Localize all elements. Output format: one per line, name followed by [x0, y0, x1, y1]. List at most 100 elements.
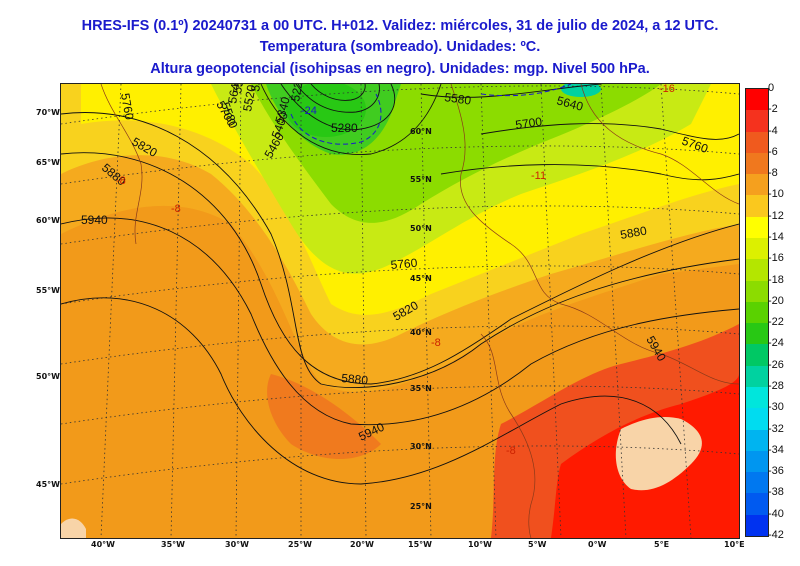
geopotential-contour-label: 5580	[444, 90, 473, 108]
longitude-label: 0°W	[588, 540, 607, 549]
colorbar-label: -28	[768, 380, 784, 392]
geopotential-contour-label: 5520	[240, 84, 258, 113]
geopotential-contour-label: 5280	[331, 121, 358, 135]
temperature-contour-label: -8	[116, 175, 126, 187]
temperature-contour-label: -8	[506, 445, 516, 457]
weather-map: 5580 5640 5580 5700 5760 5820 5880 5940 5880 5760…	[60, 83, 740, 539]
colorbar-label: -12	[768, 209, 784, 222]
geopotential-contour-label: 5520	[248, 84, 266, 93]
geopotential-contour-label: 5760	[390, 256, 418, 272]
latitude-label-inner: 60°N	[410, 127, 432, 136]
colorbar-label: -10	[768, 188, 784, 201]
colorbar-segment	[746, 216, 768, 239]
coastlines	[100, 84, 739, 538]
colorbar-label: -32	[768, 422, 784, 435]
temperature-contour-label: -16	[659, 84, 675, 95]
longitude-label: 10°E	[724, 540, 745, 549]
colorbar-label: -40	[768, 507, 784, 520]
latitude-label-left: 65°W	[36, 158, 60, 167]
temperature-cold-core-inner	[286, 84, 366, 137]
colorbar-label: -30	[768, 401, 784, 414]
colorbar-label: -4	[768, 124, 778, 137]
colorbar-segment	[746, 387, 768, 409]
colorbar-segment	[746, 323, 768, 345]
geopotential-contour-label: 5220	[288, 84, 306, 103]
geopotential-contour-label: 5640	[225, 84, 243, 105]
colorbar-segment	[746, 238, 768, 260]
geopotential-contour-label: 5760	[118, 92, 136, 121]
colorbar-segment	[746, 301, 768, 324]
colorbar-segment	[746, 365, 768, 388]
colorbar-label: -24	[768, 337, 784, 350]
latitude-label-inner: 45°N	[410, 274, 432, 283]
colorbar-segment	[746, 259, 768, 282]
colorbar-segment	[746, 174, 768, 196]
colorbar-label: -6	[768, 145, 778, 158]
colorbar-label: -16	[768, 252, 784, 265]
latitude-label-inner: 40°N	[410, 328, 432, 337]
colorbar-segment	[746, 450, 768, 473]
colorbar-label: -18	[768, 273, 784, 286]
latitude-label-inner: 55°N	[410, 175, 432, 184]
colorbar-label: -38	[768, 486, 784, 499]
latitude-label-left: 50°W	[36, 372, 60, 381]
temperature-contour-label: -8	[431, 337, 441, 349]
latitude-label-left: 60°W	[36, 216, 60, 225]
longitude-label: 5°W	[528, 540, 547, 549]
temperature-warm-patch	[267, 374, 381, 459]
longitude-label: 10°W	[468, 540, 492, 549]
map-canvas	[61, 84, 739, 538]
latitude-label-left: 45°W	[36, 480, 60, 489]
longitude-label: 35°W	[161, 540, 185, 549]
colorbar-label: -22	[768, 316, 784, 329]
colorbar-segment	[746, 493, 768, 516]
colorbar-label: -14	[768, 231, 784, 243]
colorbar-segment	[746, 110, 768, 133]
temperature-contour-label: -11	[531, 170, 546, 182]
geopotential-contour-label: 5640	[555, 93, 585, 114]
geopotential-contour-label: 5760	[680, 134, 710, 156]
colorbar-label: -36	[768, 465, 784, 478]
colorbar-label: -42	[768, 529, 784, 541]
colorbar-segment	[746, 131, 768, 154]
latitude-label-inner: 50°N	[410, 224, 432, 233]
longitude-label: 20°W	[350, 540, 374, 549]
colorbar-segment	[746, 408, 768, 431]
land-pale-patch-small	[61, 518, 86, 538]
geopotential-contour-label: 5580	[230, 84, 248, 95]
map-title: HRES-IFS (0.1º) 20240731 a 00 UTC. H+012…	[81, 18, 719, 34]
latitude-label-left: 55°W	[36, 286, 60, 295]
land-pale-patch	[615, 417, 702, 491]
longitude-label: 5°E	[654, 540, 670, 549]
colorbar-label: -2	[768, 103, 778, 116]
geopotential-contour-label: 5820	[391, 298, 421, 324]
longitude-label: 15°W	[408, 540, 432, 549]
geopotential-contour-label: 5880	[341, 371, 369, 387]
map-subtitle-geopotential: Altura geopotencial (isohipsas en negro)…	[150, 61, 650, 77]
colorbar-segment	[746, 472, 768, 494]
geopotential-contours	[61, 84, 739, 485]
geopotential-contour-label: 5880	[619, 223, 648, 241]
longitude-label: 40°W	[91, 540, 115, 549]
colorbar-segment	[746, 195, 768, 218]
geopotential-contour-label: 5940	[643, 334, 669, 364]
colorbar-segment	[746, 280, 768, 303]
colorbar-segment	[746, 344, 768, 367]
colorbar-label: -20	[768, 294, 784, 307]
geopotential-contour-label: 5820	[130, 134, 160, 160]
geopotential-contour-label: 5340	[272, 95, 293, 125]
colorbar	[745, 88, 769, 537]
map-subtitle-temperature: Temperatura (sombreado). Unidades: ºC.	[259, 39, 541, 55]
temperature-contour-label: -8	[171, 203, 181, 215]
geopotential-contour-label: 5700	[514, 114, 543, 132]
colorbar-segment	[746, 152, 768, 175]
colorbar-segment	[746, 429, 768, 452]
temperature-contour-label: -24	[301, 105, 317, 117]
latitude-label-left: 70°W	[36, 108, 60, 117]
latitude-label-inner: 35°N	[410, 384, 432, 393]
longitude-label: 30°W	[225, 540, 249, 549]
latitude-label-inner: 30°N	[410, 442, 432, 451]
geopotential-contour-label: 5940	[81, 213, 108, 227]
colorbar-label: -8	[768, 167, 778, 180]
